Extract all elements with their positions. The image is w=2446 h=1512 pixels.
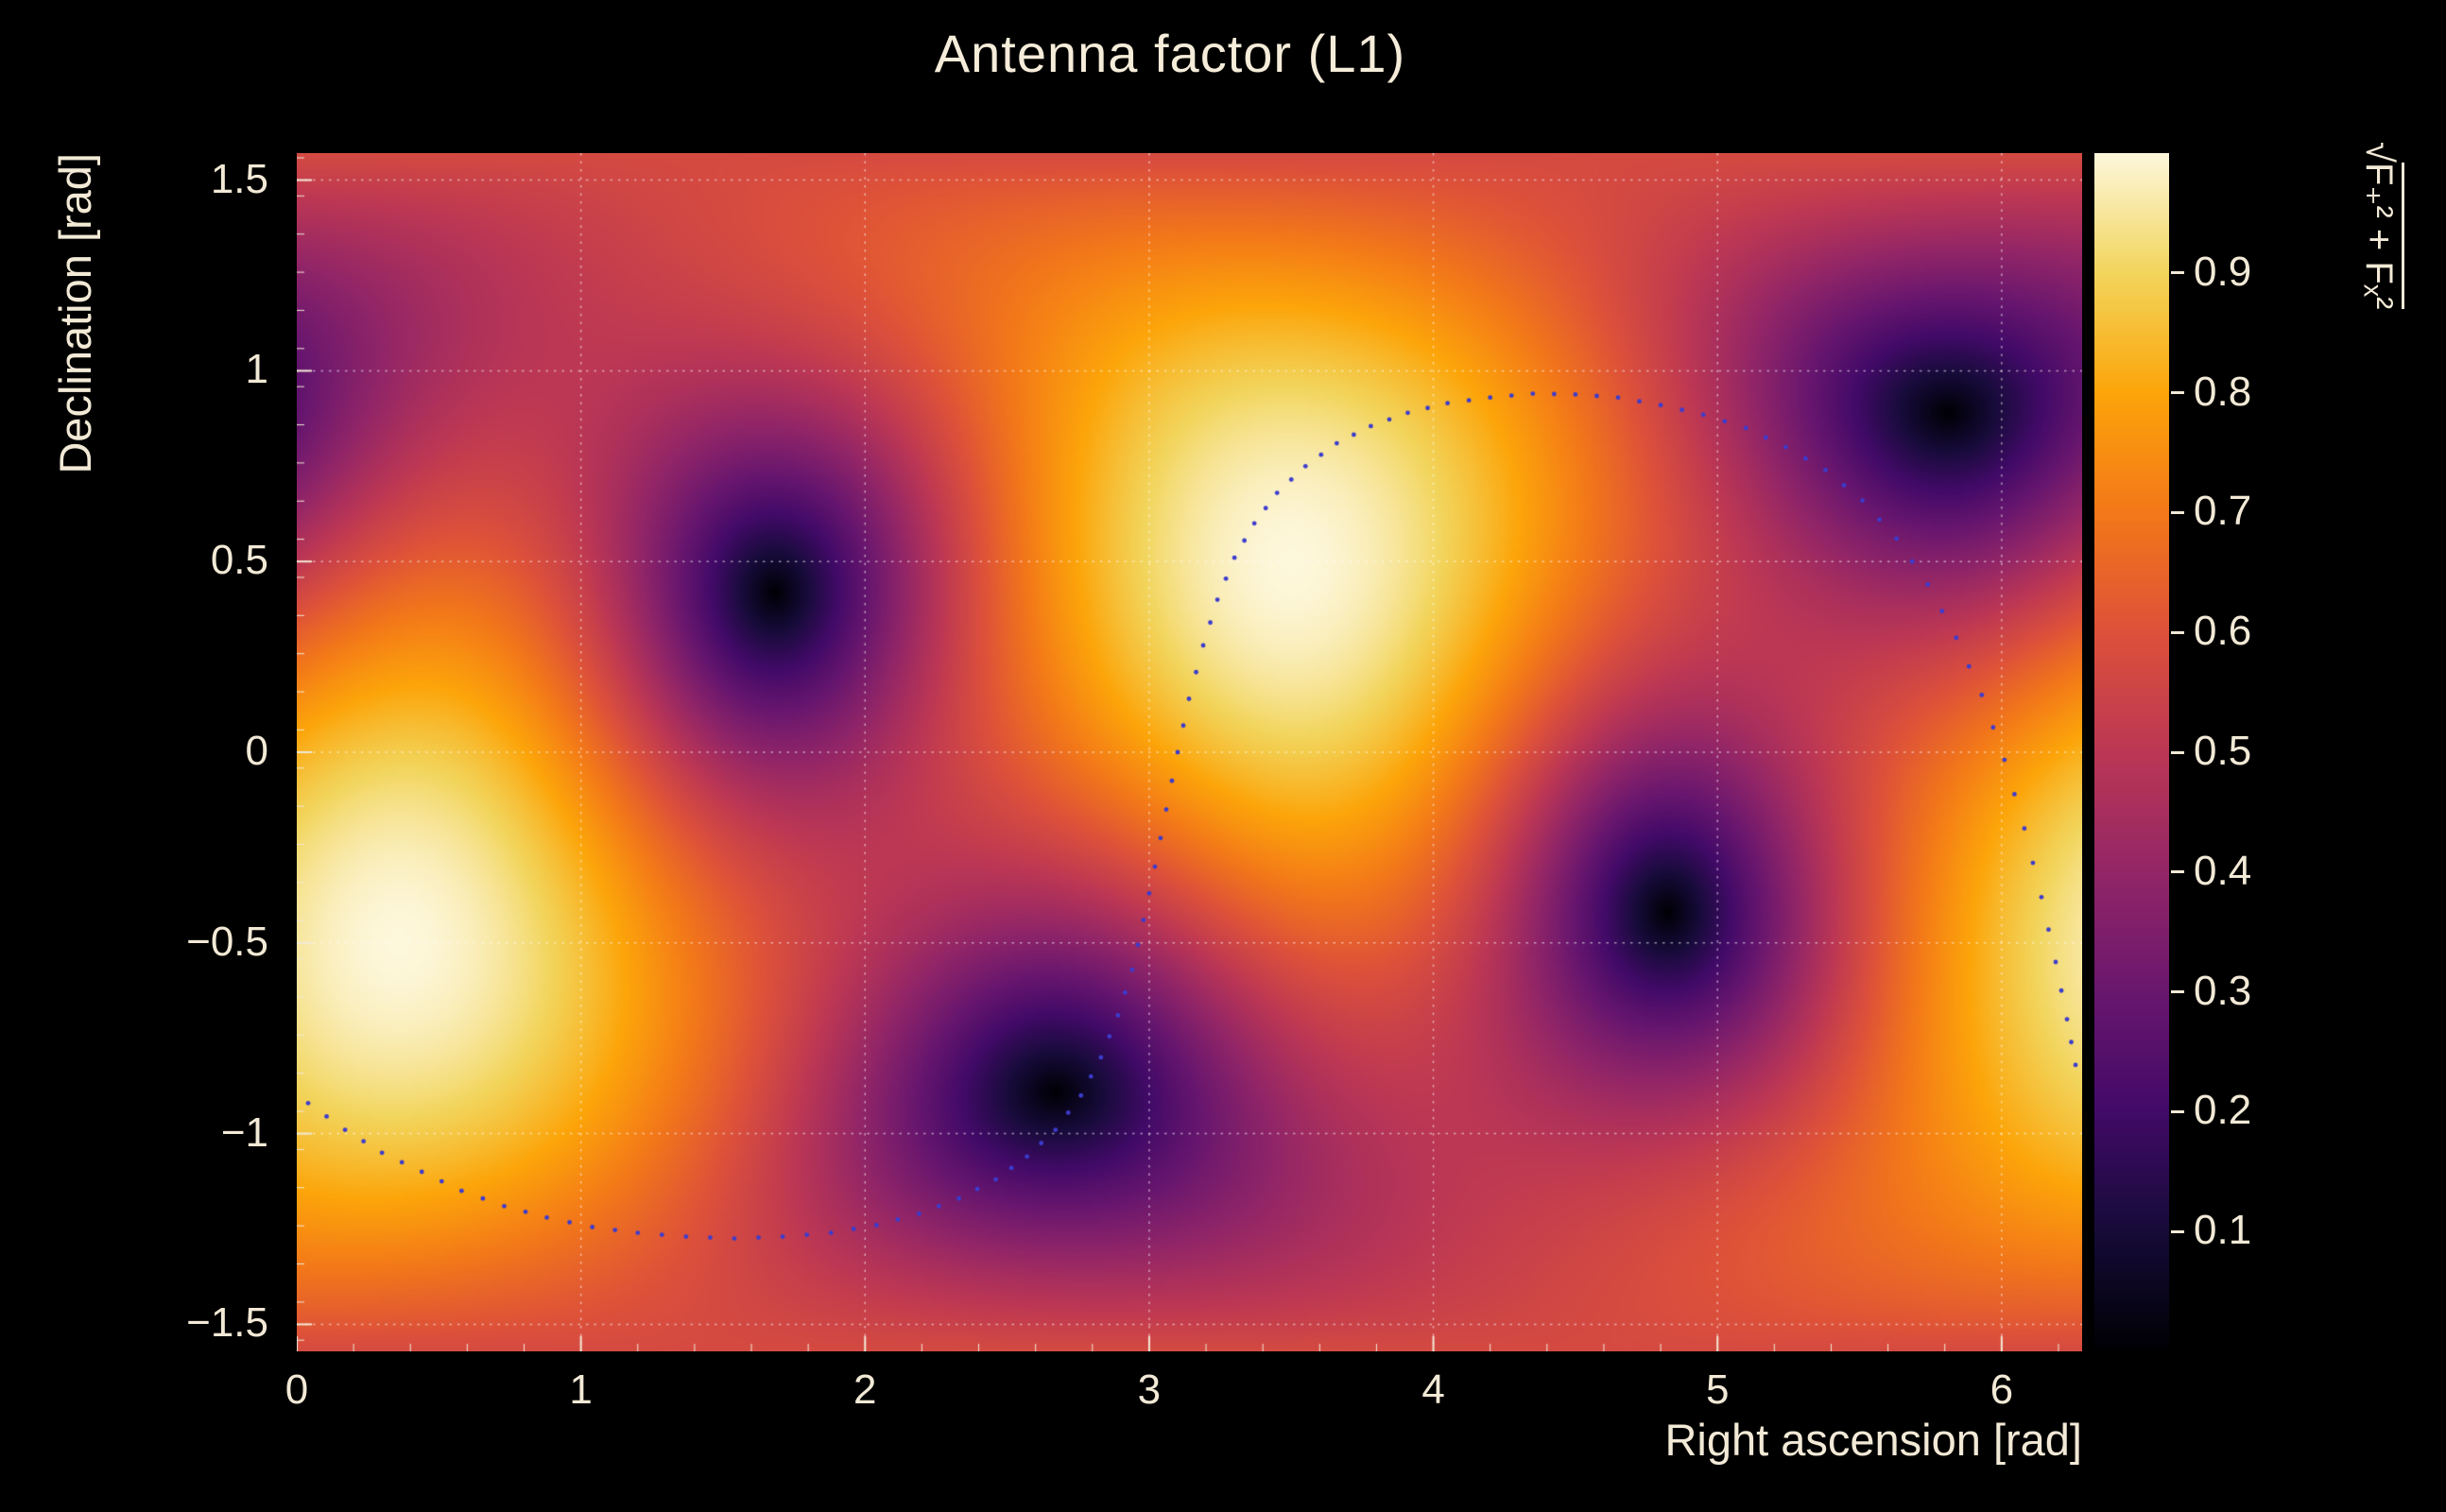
colorbar-tick-mark: [2171, 990, 2184, 994]
colorbar-gradient: [2094, 153, 2169, 1351]
colorbar-tick-label: 0.4: [2194, 847, 2252, 894]
colorbar-title-formula: F₊² + Fₓ²: [2358, 162, 2404, 310]
heatmap-plot-area: [297, 153, 2082, 1351]
colorbar-tick-label: 0.5: [2194, 728, 2252, 774]
colorbar: [2094, 153, 2169, 1351]
colorbar-tick-mark: [2171, 510, 2184, 514]
plot-title: Antenna factor (L1): [934, 24, 1406, 83]
colorbar-tick-mark: [2171, 750, 2184, 754]
colorbar-tick-label: 0.3: [2194, 967, 2252, 1014]
y-tick-label: −1.5: [186, 1299, 268, 1347]
colorbar-tick-label: 0.9: [2194, 248, 2252, 295]
y-tick-label: 0.5: [210, 537, 268, 584]
x-tick-label: 1: [569, 1366, 593, 1413]
x-tick-label: 0: [284, 1366, 309, 1413]
colorbar-tick-mark: [2171, 630, 2184, 634]
y-tick-label: 1: [245, 346, 268, 393]
colorbar-tick-label: 0.7: [2194, 488, 2252, 535]
colorbar-tick-label: 0.2: [2194, 1087, 2252, 1134]
y-tick-label: 0: [245, 728, 268, 774]
radical-sign: √: [2358, 142, 2400, 163]
colorbar-tick-label: 0.1: [2194, 1207, 2252, 1254]
x-axis-title: Right ascension [rad]: [1664, 1415, 2082, 1465]
x-tick-label: 5: [1705, 1366, 1730, 1413]
colorbar-tick-mark: [2171, 391, 2184, 395]
colorbar-tick-label: 0.8: [2194, 368, 2252, 415]
colorbar-tick-mark: [2171, 1109, 2184, 1113]
colorbar-tick-label: 0.6: [2194, 608, 2252, 655]
x-tick-label: 6: [1990, 1366, 2014, 1413]
y-tick-label: 1.5: [210, 155, 268, 202]
grid-ticks-skytrack-overlay: [297, 153, 2082, 1351]
colorbar-tick-mark: [2171, 271, 2184, 275]
x-tick-label: 4: [1421, 1366, 1445, 1413]
colorbar-title: √F₊² + Fₓ²: [2353, 142, 2404, 576]
x-tick-label: 3: [1137, 1366, 1162, 1413]
y-tick-label: −0.5: [186, 918, 268, 965]
colorbar-tick-mark: [2171, 1229, 2184, 1233]
y-tick-label: −1: [220, 1108, 268, 1156]
x-tick-label: 2: [853, 1366, 877, 1413]
y-axis-title: Declination [rad]: [50, 153, 100, 474]
colorbar-tick-mark: [2171, 870, 2184, 874]
